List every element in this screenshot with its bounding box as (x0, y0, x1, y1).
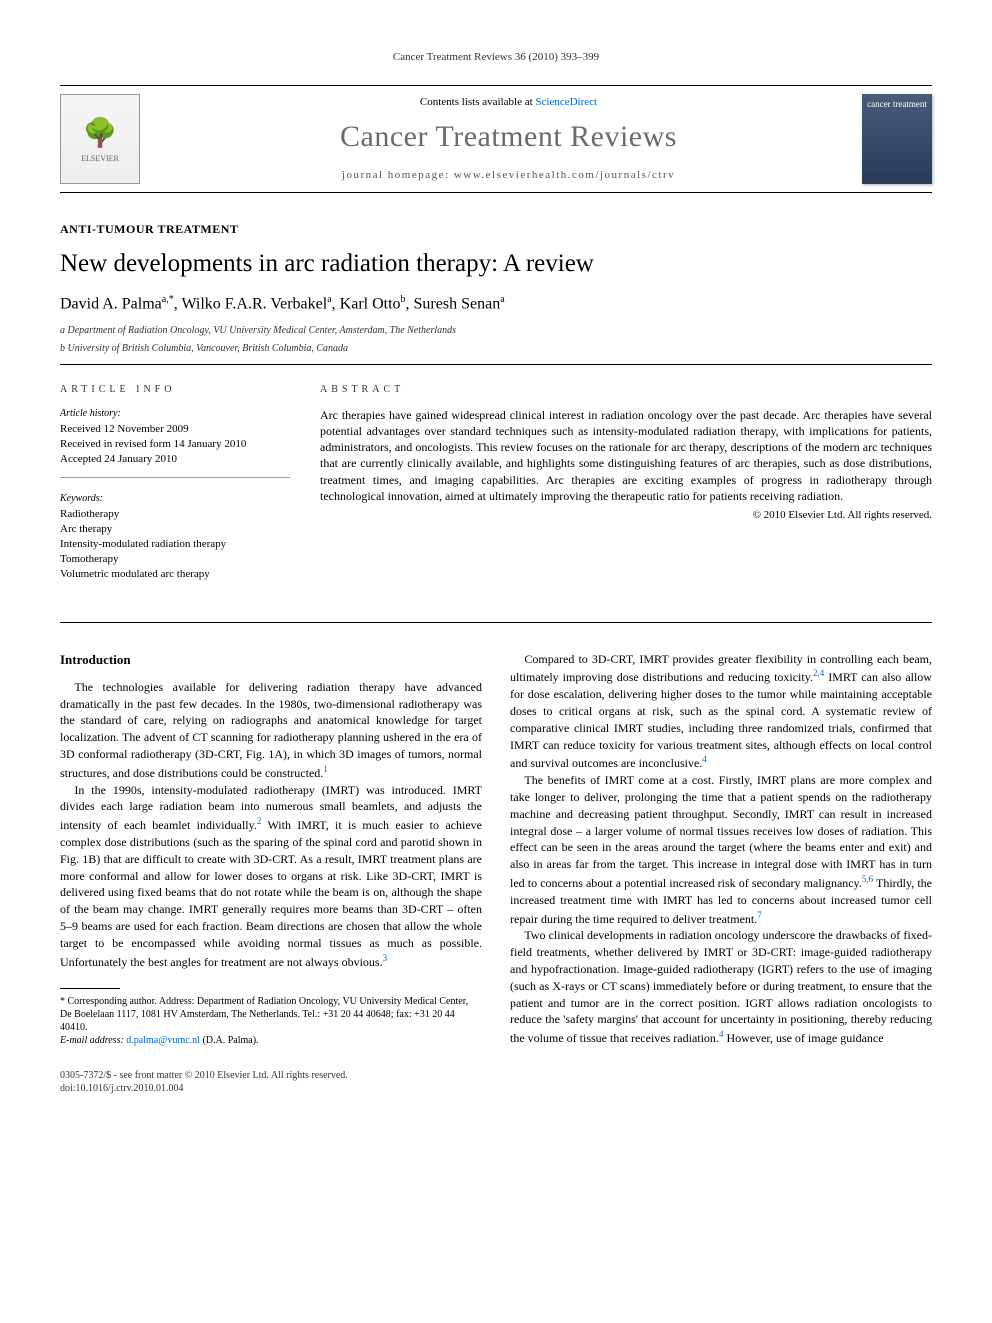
contents-prefix: Contents lists available at (420, 96, 535, 108)
author-2-affil: a (327, 294, 331, 305)
p-text: However, use of image guidance (723, 1031, 883, 1045)
authors-list: David A. Palmaa,*, Wilko F.A.R. Verbakel… (60, 293, 932, 316)
keyword-3: Intensity-modulated radiation therapy (60, 537, 290, 552)
abstract-copyright: © 2010 Elsevier Ltd. All rights reserved… (320, 508, 932, 523)
cover-title: cancer treatment (867, 98, 927, 111)
email-suffix: (D.A. Palma). (200, 1035, 259, 1046)
body-paragraph: Two clinical developments in radiation o… (510, 927, 932, 1047)
p-text: With IMRT, it is much easier to achieve … (60, 818, 482, 968)
author-4: Suresh Senan (414, 296, 501, 313)
homepage-prefix: journal homepage: (342, 169, 454, 181)
p-text: The benefits of IMRT come at a cost. Fir… (510, 773, 932, 890)
article-history-block: Article history: Received 12 November 20… (60, 407, 290, 478)
journal-masthead: 🌳 ELSEVIER Contents lists available at S… (60, 85, 932, 193)
p-text: IMRT can also allow for dose escalation,… (510, 670, 932, 770)
email-label: E-mail address: (60, 1035, 126, 1046)
body-paragraph: In the 1990s, intensity-modulated radiot… (60, 782, 482, 971)
page-footer: 0305-7372/$ - see front matter © 2010 El… (60, 1069, 932, 1095)
article-info-head: ARTICLE INFO (60, 383, 290, 397)
citation-ref[interactable]: 2,4 (813, 668, 824, 678)
history-accepted: Accepted 24 January 2010 (60, 452, 290, 467)
info-abstract-row: ARTICLE INFO Article history: Received 1… (60, 383, 932, 623)
abstract-text: Arc therapies have gained widespread cli… (320, 407, 932, 504)
author-1-affil: a,* (162, 294, 174, 305)
article-section-tag: ANTI-TUMOUR TREATMENT (60, 221, 932, 238)
running-head: Cancer Treatment Reviews 36 (2010) 393–3… (60, 50, 932, 65)
body-paragraph: The technologies available for deliverin… (60, 679, 482, 782)
affiliation-a: a Department of Radiation Oncology, VU U… (60, 324, 932, 338)
homepage-url: www.elsevierhealth.com/journals/ctrv (454, 169, 675, 181)
journal-cover-thumbnail: cancer treatment (862, 94, 932, 184)
keyword-1: Radiotherapy (60, 507, 290, 522)
keyword-4: Tomotherapy (60, 552, 290, 567)
corresponding-author-footnote: * Corresponding author. Address: Departm… (60, 995, 482, 1034)
citation-ref[interactable]: 5,6 (862, 874, 873, 884)
contents-available-line: Contents lists available at ScienceDirec… (155, 95, 862, 110)
journal-name: Cancer Treatment Reviews (155, 116, 862, 158)
citation-ref[interactable]: 1 (323, 764, 328, 774)
author-3: Karl Otto (340, 296, 401, 313)
citation-ref[interactable]: 4 (702, 754, 707, 764)
history-title: Article history: (60, 407, 290, 421)
article-title: New developments in arc radiation therap… (60, 246, 932, 281)
abstract-column: ABSTRACT Arc therapies have gained wides… (320, 383, 932, 606)
p-text: Two clinical developments in radiation o… (510, 928, 932, 1045)
citation-ref[interactable]: 7 (757, 910, 762, 920)
masthead-center: Contents lists available at ScienceDirec… (155, 95, 862, 184)
citation-ref[interactable]: 3 (383, 953, 388, 963)
footnote-rule (60, 988, 120, 989)
page-container: Cancer Treatment Reviews 36 (2010) 393–3… (0, 0, 992, 1135)
footer-copyright: 0305-7372/$ - see front matter © 2010 El… (60, 1069, 932, 1082)
email-footnote: E-mail address: d.palma@vumc.nl (D.A. Pa… (60, 1034, 482, 1047)
divider (60, 364, 932, 365)
keywords-title: Keywords: (60, 492, 290, 506)
author-2: Wilko F.A.R. Verbakel (181, 296, 327, 313)
author-1: David A. Palma (60, 296, 162, 313)
history-revised: Received in revised form 14 January 2010 (60, 437, 290, 452)
abstract-head: ABSTRACT (320, 383, 932, 397)
history-received: Received 12 November 2009 (60, 422, 290, 437)
elsevier-tree-icon: 🌳 (83, 114, 118, 153)
p-text: The technologies available for deliverin… (60, 680, 482, 780)
right-column: Compared to 3D-CRT, IMRT provides greate… (510, 651, 932, 1048)
left-column: Introduction The technologies available … (60, 651, 482, 1048)
publisher-label: ELSEVIER (81, 153, 119, 164)
sciencedirect-link[interactable]: ScienceDirect (535, 96, 597, 108)
author-4-affil: a (500, 294, 504, 305)
introduction-heading: Introduction (60, 651, 482, 669)
keywords-block: Keywords: Radiotherapy Arc therapy Inten… (60, 492, 290, 592)
affiliation-b: b University of British Columbia, Vancou… (60, 342, 932, 356)
body-paragraph: Compared to 3D-CRT, IMRT provides greate… (510, 651, 932, 773)
keyword-2: Arc therapy (60, 522, 290, 537)
author-3-affil: b (401, 294, 406, 305)
elsevier-logo: 🌳 ELSEVIER (60, 94, 140, 184)
body-paragraph: The benefits of IMRT come at a cost. Fir… (510, 772, 932, 927)
article-info-column: ARTICLE INFO Article history: Received 1… (60, 383, 290, 606)
author-email-link[interactable]: d.palma@vumc.nl (126, 1035, 200, 1046)
footer-doi: doi:10.1016/j.ctrv.2010.01.004 (60, 1082, 932, 1095)
keyword-5: Volumetric modulated arc therapy (60, 567, 290, 582)
journal-homepage-line: journal homepage: www.elsevierhealth.com… (155, 168, 862, 183)
body-columns: Introduction The technologies available … (60, 651, 932, 1048)
